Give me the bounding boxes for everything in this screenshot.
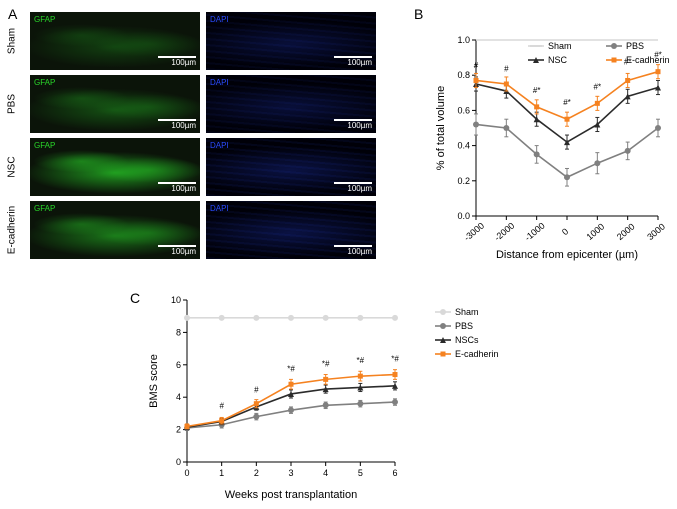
svg-text:2: 2 xyxy=(254,468,259,478)
svg-text:1.0: 1.0 xyxy=(457,35,470,45)
panel-c-label: C xyxy=(130,290,140,306)
scale-bar: 100µm xyxy=(158,56,196,67)
panel-b-label: B xyxy=(414,6,423,22)
svg-text:#: # xyxy=(254,385,259,394)
svg-text:0: 0 xyxy=(176,457,181,467)
svg-text:5: 5 xyxy=(358,468,363,478)
scale-bar: 100µm xyxy=(334,182,372,193)
svg-text:0.8: 0.8 xyxy=(457,70,470,80)
channel-label: GFAP xyxy=(34,204,55,213)
svg-text:4: 4 xyxy=(176,392,181,402)
svg-text:#: # xyxy=(504,65,509,74)
svg-text:1: 1 xyxy=(219,468,224,478)
channel-label: GFAP xyxy=(34,141,55,150)
svg-text:#: # xyxy=(219,402,224,411)
micrograph: DAPI 100µm xyxy=(206,75,376,133)
channel-label: GFAP xyxy=(34,78,55,87)
svg-text:Sham: Sham xyxy=(548,41,572,51)
row-label: E-cadherin xyxy=(7,200,18,260)
svg-text:*#: *# xyxy=(391,355,399,364)
panel-a-micrographs: Sham GFAP 100µm DAPI 100µm PBS GFAP 100µm DAPI 10… xyxy=(0,0,410,270)
svg-text:*#: *# xyxy=(357,356,365,365)
svg-text:*#: *# xyxy=(287,364,295,373)
svg-text:Sham: Sham xyxy=(455,307,479,317)
svg-text:6: 6 xyxy=(176,360,181,370)
channel-label: DAPI xyxy=(210,204,229,213)
svg-text:BMS score: BMS score xyxy=(148,354,160,408)
channel-label: GFAP xyxy=(34,15,55,24)
svg-text:PBS: PBS xyxy=(455,321,473,331)
svg-text:3: 3 xyxy=(288,468,293,478)
svg-text:*#: *# xyxy=(322,359,330,368)
svg-text:% of total volume: % of total volume xyxy=(435,86,447,170)
svg-text:1000: 1000 xyxy=(585,221,607,242)
micrograph: GFAP 100µm xyxy=(30,12,200,70)
scale-bar: 100µm xyxy=(158,119,196,130)
micrograph: GFAP 100µm xyxy=(30,201,200,259)
micrograph: GFAP 100µm xyxy=(30,75,200,133)
row-label: NSC xyxy=(7,137,18,197)
svg-text:0.4: 0.4 xyxy=(457,141,470,151)
panel-b-chart: -3000 -2000 -1000 0 1000 2000 3000 0.0 0.2 0.4 0.6… xyxy=(430,12,670,262)
row-label: PBS xyxy=(7,74,18,134)
svg-text:0: 0 xyxy=(560,226,570,237)
micrograph: DAPI 100µm xyxy=(206,201,376,259)
micrograph: DAPI 100µm xyxy=(206,138,376,196)
svg-text:-3000: -3000 xyxy=(462,220,486,242)
scale-bar: 100µm xyxy=(334,119,372,130)
svg-text:Distance from epicenter (µm): Distance from epicenter (µm) xyxy=(496,249,638,261)
channel-label: DAPI xyxy=(210,78,229,87)
svg-text:2: 2 xyxy=(176,425,181,435)
svg-text:0: 0 xyxy=(184,468,189,478)
svg-text:3000: 3000 xyxy=(645,221,667,242)
svg-text:E-cadherin: E-cadherin xyxy=(455,349,499,359)
scale-bar: 100µm xyxy=(158,245,196,256)
svg-text:NSCs: NSCs xyxy=(455,335,479,345)
svg-text:Weeks post transplantation: Weeks post transplantation xyxy=(225,489,357,501)
scale-bar: 100µm xyxy=(334,245,372,256)
svg-text:#: # xyxy=(474,61,479,70)
svg-text:#*: #* xyxy=(594,82,602,91)
svg-text:E-cadherin: E-cadherin xyxy=(626,55,670,65)
micrograph: DAPI 100µm xyxy=(206,12,376,70)
svg-text:0.0: 0.0 xyxy=(457,211,470,221)
micrograph: GFAP 100µm xyxy=(30,138,200,196)
scale-bar: 100µm xyxy=(334,56,372,67)
svg-text:0.6: 0.6 xyxy=(457,105,470,115)
scale-bar: 100µm xyxy=(158,182,196,193)
channel-label: DAPI xyxy=(210,15,229,24)
svg-text:6: 6 xyxy=(392,468,397,478)
channel-label: DAPI xyxy=(210,141,229,150)
svg-text:4: 4 xyxy=(323,468,328,478)
svg-text:8: 8 xyxy=(176,327,181,337)
svg-text:0.2: 0.2 xyxy=(457,176,470,186)
svg-text:10: 10 xyxy=(171,295,181,305)
svg-text:#*: #* xyxy=(563,98,571,107)
svg-text:NSC: NSC xyxy=(548,55,568,65)
panel-c-chart: 0 1 2 3 4 5 6 0 2 4 6 8 10 Weeks post transplantation… xyxy=(145,292,485,502)
svg-text:PBS: PBS xyxy=(626,41,644,51)
row-label: Sham xyxy=(7,11,18,71)
svg-text:-2000: -2000 xyxy=(492,220,516,242)
svg-text:2000: 2000 xyxy=(615,221,637,242)
svg-text:-1000: -1000 xyxy=(523,220,547,242)
svg-text:#*: #* xyxy=(533,86,541,95)
